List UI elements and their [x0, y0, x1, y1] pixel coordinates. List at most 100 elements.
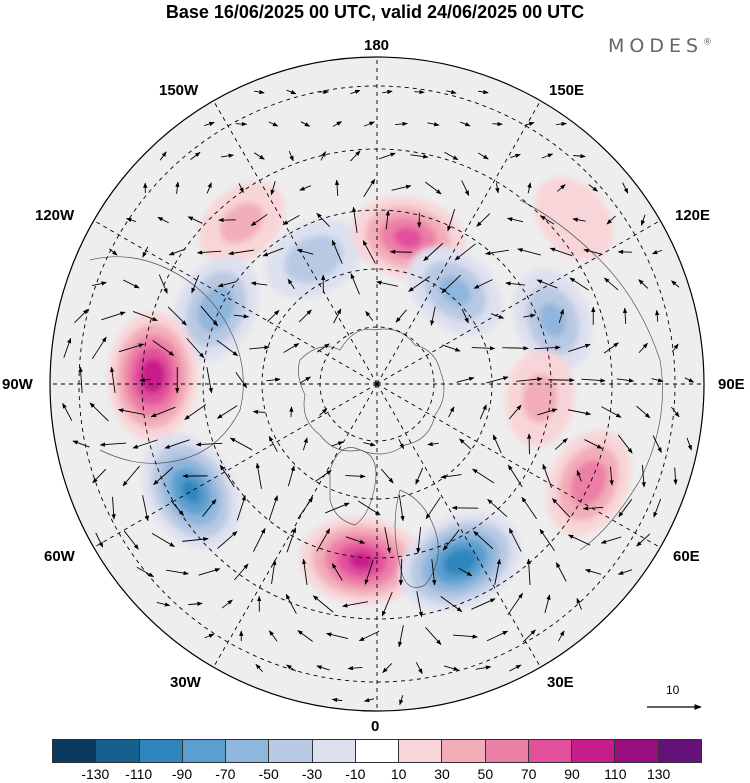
wind-vector	[363, 178, 376, 197]
wind-vector	[331, 441, 344, 447]
wind-vector	[376, 280, 398, 287]
wind-vector	[600, 536, 622, 544]
wind-vector	[554, 438, 568, 450]
wind-vector	[516, 377, 543, 382]
wind-vector	[441, 274, 461, 294]
wind-vector	[551, 498, 571, 518]
wind-vector	[448, 406, 455, 418]
wind-vector	[287, 278, 295, 290]
wind-vector	[316, 665, 330, 671]
wind-vector	[252, 409, 266, 415]
wind-vector	[132, 439, 158, 449]
wind-vector	[266, 377, 281, 382]
wind-vector	[583, 248, 603, 255]
wind-vector	[285, 593, 297, 615]
wind-vector	[289, 406, 294, 418]
wind-vector	[670, 406, 680, 418]
lon-label-120w: 120W	[35, 207, 75, 224]
wind-vector	[123, 279, 140, 289]
anomaly-center	[198, 182, 286, 264]
wind-vector	[416, 591, 423, 618]
wind-vector	[111, 496, 116, 520]
wind-vector	[262, 247, 284, 257]
wind-vector	[490, 313, 505, 319]
wind-vector	[557, 184, 566, 192]
wind-vector	[333, 308, 342, 324]
colorbar-swatch	[442, 740, 486, 762]
wind-vector	[216, 339, 239, 357]
lon-label-150w: 150W	[159, 82, 199, 99]
wind-vector	[235, 372, 248, 389]
wind-vector	[150, 406, 176, 418]
wind-vector	[415, 662, 423, 675]
wind-vector	[475, 665, 492, 670]
wind-vector	[319, 408, 328, 416]
wind-vector	[206, 367, 213, 394]
wind-vector	[395, 121, 408, 127]
wind-vector	[473, 279, 493, 289]
meridian-line	[376, 383, 661, 548]
wind-vector	[537, 408, 558, 416]
lon-label-180: 180	[364, 37, 390, 54]
wind-vector	[236, 495, 246, 521]
wind-vector	[235, 121, 248, 127]
wind-vector	[286, 664, 297, 672]
wind-vector	[506, 217, 524, 223]
wind-vector	[603, 342, 619, 354]
wind-vector	[522, 629, 536, 643]
wind-vector	[581, 378, 606, 383]
wind-vector	[652, 435, 662, 453]
wind-vector	[472, 468, 495, 484]
wind-vector	[569, 277, 589, 291]
wind-vector	[381, 591, 393, 617]
meridian-line	[376, 383, 541, 668]
wind-vector	[72, 440, 90, 448]
colorbar-swatch	[355, 740, 400, 762]
wind-vector	[576, 597, 582, 610]
wind-vector	[157, 216, 169, 224]
wind-vector	[389, 249, 413, 255]
wind-vector	[471, 346, 496, 351]
wind-vector	[622, 307, 628, 324]
wind-vector	[334, 179, 340, 196]
colorbar-swatch	[572, 740, 616, 762]
wind-vector	[486, 376, 509, 384]
colorbar-tick-label: 110	[604, 766, 627, 782]
wind-vector	[425, 181, 442, 195]
wind-vector	[122, 465, 140, 487]
wind-vector	[609, 466, 614, 486]
wind-vector	[558, 630, 565, 642]
wind-vector	[196, 250, 222, 255]
wind-vector	[316, 343, 330, 353]
wind-vector	[440, 596, 463, 612]
wind-vector	[398, 558, 404, 586]
latitude-circle-60n	[202, 209, 552, 559]
colorbar-tick-label: -130	[81, 766, 110, 782]
anomaly-contour	[349, 552, 374, 570]
anomaly-contour	[197, 286, 235, 332]
wind-vector	[316, 528, 331, 552]
wind-vector	[523, 313, 536, 318]
asia-coast	[519, 199, 663, 551]
wind-vector	[567, 409, 592, 416]
wind-vector	[671, 280, 680, 288]
wind-vector	[74, 308, 89, 324]
wind-vector	[316, 212, 331, 228]
wind-vector	[427, 441, 439, 447]
wind-vector	[217, 531, 238, 549]
wind-vector	[92, 468, 107, 484]
wind-vector	[414, 89, 425, 95]
wind-vector	[268, 495, 278, 521]
colorbar-swatch	[312, 740, 356, 762]
wind-vector	[508, 404, 522, 420]
wind-vector	[350, 89, 361, 95]
wind-vector	[479, 404, 487, 420]
anomaly-field	[107, 177, 632, 611]
colorbar-tick-label: 10	[390, 766, 407, 782]
wind-vector	[476, 213, 491, 227]
wind-vector	[350, 150, 361, 162]
wind-vector	[296, 249, 314, 255]
wind-vector	[442, 529, 460, 551]
wind-vector	[430, 306, 436, 326]
brand-logo: MODES®	[608, 35, 712, 57]
